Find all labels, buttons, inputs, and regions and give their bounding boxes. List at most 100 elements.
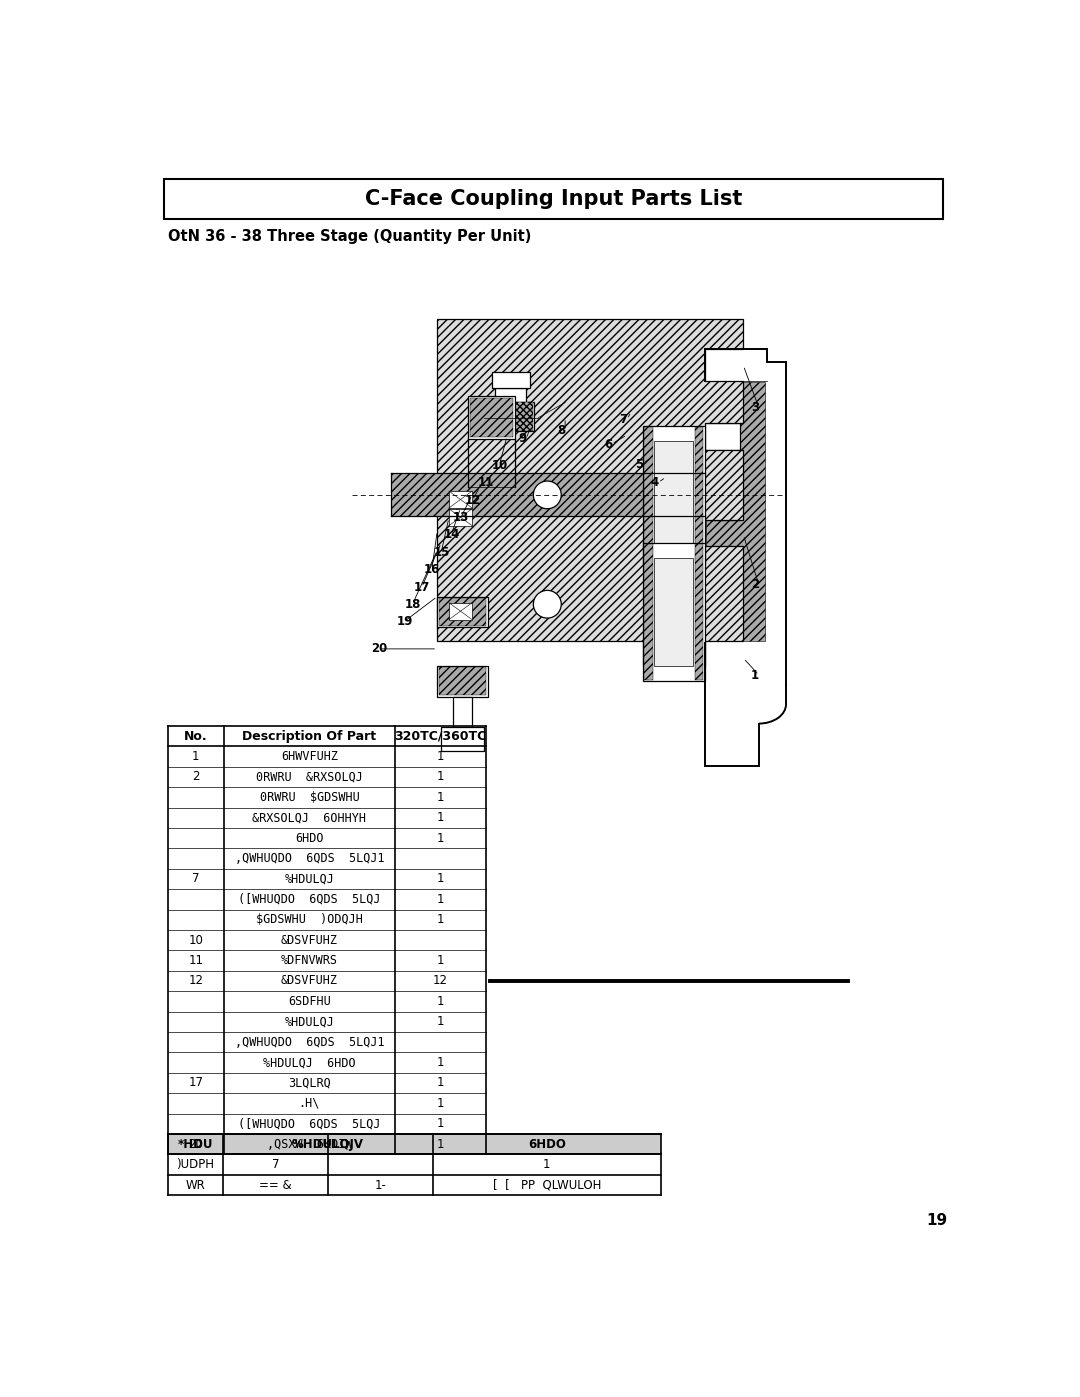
Text: 10: 10	[188, 933, 203, 947]
Text: WR: WR	[186, 1179, 205, 1192]
Text: 320TC/360TC: 320TC/360TC	[394, 729, 486, 743]
Text: 1: 1	[436, 893, 444, 905]
Bar	[167, 1134, 661, 1154]
Text: 2: 2	[192, 770, 200, 784]
Bar	[438, 668, 486, 696]
Text: 5: 5	[635, 458, 643, 471]
Text: C-Face Coupling Input Parts List: C-Face Coupling Input Parts List	[365, 189, 742, 210]
Text: No.: No.	[184, 729, 207, 743]
Text: 20: 20	[372, 643, 388, 655]
Bar	[694, 545, 703, 680]
Bar	[706, 383, 765, 641]
Text: [  [   PP  QLWULOH: [ [ PP QLWULOH	[492, 1179, 602, 1192]
Text: 7: 7	[619, 414, 627, 426]
Text: 12: 12	[464, 493, 481, 507]
Text: 20: 20	[188, 1137, 203, 1151]
Text: 1: 1	[436, 1137, 444, 1151]
Bar	[488, 402, 535, 432]
Text: 1: 1	[436, 1097, 444, 1109]
Polygon shape	[437, 320, 743, 666]
Text: 1: 1	[436, 831, 444, 845]
Text: 12: 12	[188, 975, 203, 988]
Text: ([WHUQDO  6QDS  5LQJ: ([WHUQDO 6QDS 5LQJ	[238, 1118, 380, 1130]
Text: 1: 1	[436, 914, 444, 926]
Text: &DSVFUHZ: &DSVFUHZ	[281, 933, 338, 947]
Text: == &: == &	[259, 1179, 292, 1192]
Circle shape	[534, 481, 562, 509]
Text: ,QWHUQDO  6QDS  5LQJ1: ,QWHUQDO 6QDS 5LQJ1	[234, 1035, 384, 1049]
Text: 3LQLRQ: 3LQLRQ	[288, 1077, 330, 1090]
Bar	[491, 373, 530, 388]
Text: 1: 1	[543, 1158, 551, 1171]
Text: 10: 10	[491, 460, 508, 472]
Text: 1: 1	[436, 1016, 444, 1028]
Bar	[470, 398, 513, 437]
Text: 1: 1	[436, 873, 444, 886]
Bar	[449, 490, 472, 509]
Text: 17: 17	[414, 581, 430, 594]
Text: 9: 9	[518, 432, 527, 446]
Bar	[643, 426, 704, 564]
Text: 11: 11	[188, 954, 203, 967]
Bar	[654, 557, 693, 666]
Text: *HDU: *HDU	[178, 1137, 213, 1151]
Text: 1: 1	[436, 770, 444, 784]
Bar	[453, 697, 472, 728]
Text: 1: 1	[192, 750, 200, 763]
Text: 18: 18	[405, 598, 421, 610]
Bar	[449, 602, 472, 620]
Text: 6HDO: 6HDO	[295, 831, 324, 845]
Text: 1: 1	[436, 812, 444, 824]
Bar	[694, 427, 703, 563]
Bar	[496, 388, 526, 402]
Text: ,QSXW  6KDIW: ,QSXW 6KDIW	[267, 1137, 352, 1151]
Text: 1: 1	[436, 1077, 444, 1090]
Text: 1: 1	[436, 791, 444, 803]
Bar	[489, 402, 532, 432]
Text: ,QWHUQDO  6QDS  5LQJ1: ,QWHUQDO 6QDS 5LQJ1	[234, 852, 384, 865]
Text: 1: 1	[436, 995, 444, 1007]
Circle shape	[534, 591, 562, 617]
Bar	[469, 397, 515, 439]
Bar	[437, 597, 488, 627]
Text: 11: 11	[477, 476, 494, 489]
Text: 1: 1	[436, 1056, 444, 1069]
Text: 14: 14	[444, 528, 460, 542]
Text: %HDULQJ  6HDO: %HDULQJ 6HDO	[264, 1056, 355, 1069]
Text: 16: 16	[424, 563, 441, 576]
Text: 4: 4	[650, 476, 659, 489]
Bar	[644, 545, 652, 680]
Text: &DSVFUHZ: &DSVFUHZ	[281, 975, 338, 988]
Bar	[164, 179, 943, 219]
Text: Description Of Part: Description Of Part	[242, 729, 377, 743]
Text: 6: 6	[604, 437, 612, 451]
Text: $GDSWHU  )ODQJH: $GDSWHU )ODQJH	[256, 914, 363, 926]
Text: 0RWRU  &RXSOLQJ: 0RWRU &RXSOLQJ	[256, 770, 363, 784]
Bar	[654, 441, 693, 549]
Text: %HDULQJV: %HDULQJV	[292, 1137, 364, 1151]
Bar	[643, 423, 740, 450]
Text: 1-: 1-	[375, 1179, 387, 1192]
Text: 1: 1	[436, 1118, 444, 1130]
Bar	[643, 397, 740, 423]
Bar	[437, 666, 488, 697]
Text: %DFNVWRS: %DFNVWRS	[281, 954, 338, 967]
Text: 6HDO: 6HDO	[528, 1137, 566, 1151]
Text: 0RWRU  $GDSWHU: 0RWRU $GDSWHU	[259, 791, 360, 803]
Bar	[441, 728, 484, 750]
Text: &RXSOLQJ  6OHHYH: &RXSOLQJ 6OHHYH	[253, 812, 366, 824]
Bar	[438, 598, 486, 626]
Text: 7: 7	[192, 873, 200, 886]
Text: %HDULQJ: %HDULQJ	[284, 1016, 335, 1028]
Text: 19: 19	[397, 615, 414, 627]
Text: %HDULQJ: %HDULQJ	[284, 873, 335, 886]
Text: 12: 12	[433, 975, 448, 988]
Bar	[644, 427, 652, 563]
Text: 1: 1	[436, 954, 444, 967]
Text: )UDPH: )UDPH	[176, 1158, 215, 1171]
Text: 15: 15	[433, 546, 449, 559]
Text: .H\: .H\	[299, 1097, 320, 1109]
Text: ([WHUQDO  6QDS  5LQJ: ([WHUQDO 6QDS 5LQJ	[238, 893, 380, 905]
Text: 8: 8	[557, 425, 566, 437]
Text: 6SDFHU: 6SDFHU	[288, 995, 330, 1007]
